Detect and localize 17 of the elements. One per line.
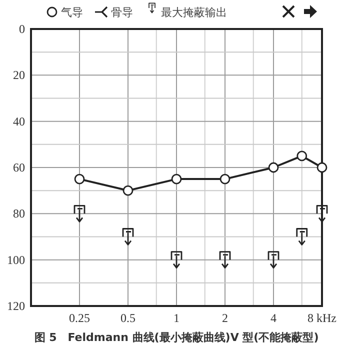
x-tick-label: 0.25	[69, 311, 90, 325]
x-tick-label: 4	[270, 311, 276, 325]
y-tick-label: 100	[7, 252, 25, 267]
y-tick-label: 120	[7, 299, 25, 313]
x-tick-label: 8 kHz	[308, 311, 336, 325]
y-tick-label: 40	[13, 114, 25, 128]
y-tick-label: 0	[19, 22, 25, 36]
text: 图 5 Feldmann 曲线(最小掩蔽曲线)V 型(不能掩蔽型)	[34, 331, 319, 344]
x-tick-label: 1	[174, 311, 180, 325]
legend-label: 最大掩蔽输出	[161, 6, 227, 19]
y-tick-label: 60	[13, 160, 25, 174]
legend-label: 骨导	[111, 6, 133, 19]
x-tick-label: 0.5	[120, 311, 136, 325]
legend-label: 气导	[61, 6, 83, 19]
x-tick-label: 2	[222, 311, 228, 325]
y-tick-label: 20	[13, 68, 25, 82]
y-tick-label: 80	[13, 206, 25, 221]
